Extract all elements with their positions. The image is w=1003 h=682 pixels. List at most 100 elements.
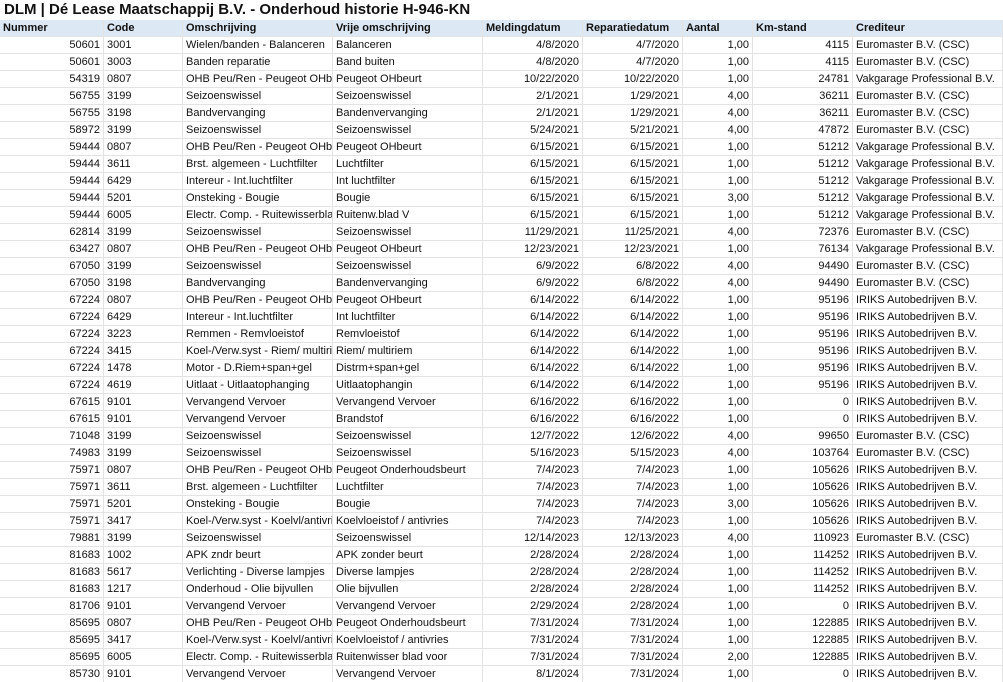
table-cell: 3417 <box>104 513 183 529</box>
table-cell: 6/15/2021 <box>483 207 583 223</box>
table-cell: IRIKS Autobedrijven B.V. <box>853 462 1003 478</box>
table-cell: 6/15/2021 <box>583 156 683 172</box>
table-cell: 6/15/2021 <box>583 190 683 206</box>
table-cell: Onderhoud - Olie bijvullen <box>183 581 333 597</box>
table-cell: 4/8/2020 <box>483 37 583 53</box>
table-cell: 3199 <box>104 258 183 274</box>
table-cell: IRIKS Autobedrijven B.V. <box>853 598 1003 614</box>
table-cell: Int luchtfilter <box>333 173 483 189</box>
table-cell: 51212 <box>753 190 853 206</box>
table-cell: Onsteking - Bougie <box>183 190 333 206</box>
table-cell: IRIKS Autobedrijven B.V. <box>853 581 1003 597</box>
table-row: 67615 9101 Vervangend Vervoer Brandstof 6/16… <box>0 411 1003 428</box>
table-row: 75971 5201 Onsteking - Bougie Bougie 7/4/202… <box>0 496 1003 513</box>
table-cell: IRIKS Autobedrijven B.V. <box>853 309 1003 325</box>
table-cell: 75971 <box>0 513 104 529</box>
table-cell: 6/14/2022 <box>583 309 683 325</box>
table-cell: Seizoenswissel <box>333 445 483 461</box>
table-cell: 4115 <box>753 37 853 53</box>
table-cell: 5617 <box>104 564 183 580</box>
table-cell: Wielen/banden - Balanceren <box>183 37 333 53</box>
table-cell: 95196 <box>753 309 853 325</box>
table-cell: Motor - D.Riem+span+gel <box>183 360 333 376</box>
table-cell: Koel-/Verw.syst - Koelvl/antivri <box>183 513 333 529</box>
table-cell: 3417 <box>104 632 183 648</box>
table-cell: 2,00 <box>683 649 753 665</box>
table-row: 75971 3417 Koel-/Verw.syst - Koelvl/antivr… <box>0 513 1003 530</box>
table-cell: Bandvervanging <box>183 105 333 121</box>
table-cell: Bougie <box>333 190 483 206</box>
table-cell: Seizoenswissel <box>183 530 333 546</box>
table-cell: 67050 <box>0 275 104 291</box>
table-cell: Vakgarage Professional B.V. <box>853 207 1003 223</box>
table-cell: 6/14/2022 <box>483 377 583 393</box>
table-cell: Peugeot OHbeurt <box>333 139 483 155</box>
table-cell: 1217 <box>104 581 183 597</box>
table-row: 58972 3199 Seizoenswissel Seizoenswissel 5/2… <box>0 122 1003 139</box>
table-cell: Seizoenswissel <box>333 258 483 274</box>
table-cell: 0807 <box>104 71 183 87</box>
table-cell: Euromaster B.V. (CSC) <box>853 122 1003 138</box>
table-cell: 6/14/2022 <box>483 309 583 325</box>
table-cell: Seizoenswissel <box>333 88 483 104</box>
table-cell: 1,00 <box>683 462 753 478</box>
header-row: Nummer Code Omschrijving Vrije omschrijving… <box>0 20 1003 37</box>
table-cell: 7/4/2023 <box>583 479 683 495</box>
table-cell: 51212 <box>753 207 853 223</box>
table-cell: 1,00 <box>683 394 753 410</box>
table-cell: 6/15/2021 <box>583 173 683 189</box>
column-header: Nummer <box>0 20 104 36</box>
table-cell: 67224 <box>0 292 104 308</box>
table-cell: 62814 <box>0 224 104 240</box>
table-cell: Vakgarage Professional B.V. <box>853 241 1003 257</box>
table-cell: 7/31/2024 <box>583 632 683 648</box>
table-cell: 24781 <box>753 71 853 87</box>
table-cell: 51212 <box>753 139 853 155</box>
table-cell: 4/7/2020 <box>583 37 683 53</box>
table-cell: Peugeot OHbeurt <box>333 292 483 308</box>
table-cell: IRIKS Autobedrijven B.V. <box>853 479 1003 495</box>
table-cell: 105626 <box>753 479 853 495</box>
table-cell: 114252 <box>753 547 853 563</box>
table-cell: Uitlaatophangin <box>333 377 483 393</box>
table-cell: 5/15/2023 <box>583 445 683 461</box>
table-cell: Koel-/Verw.syst - Riem/ multiri <box>183 343 333 359</box>
table-row: 67224 0807 OHB Peu/Ren - Peugeot OHbe Peuge… <box>0 292 1003 309</box>
table-cell: Seizoenswissel <box>183 428 333 444</box>
table-cell: 122885 <box>753 649 853 665</box>
table-cell: 6/14/2022 <box>583 326 683 342</box>
table-cell: Verlichting - Diverse lampjes <box>183 564 333 580</box>
table-row: 74983 3199 Seizoenswissel Seizoenswissel 5/1… <box>0 445 1003 462</box>
table-cell: 4,00 <box>683 224 753 240</box>
table-cell: 2/28/2024 <box>583 581 683 597</box>
table-cell: 6/15/2021 <box>483 173 583 189</box>
table-cell: 81683 <box>0 564 104 580</box>
table-cell: 6/16/2022 <box>483 411 583 427</box>
table-cell: Euromaster B.V. (CSC) <box>853 445 1003 461</box>
table-cell: 67615 <box>0 411 104 427</box>
table-cell: 56755 <box>0 88 104 104</box>
table-row: 67050 3199 Seizoenswissel Seizoenswissel 6/9… <box>0 258 1003 275</box>
table-cell: IRIKS Autobedrijven B.V. <box>853 496 1003 512</box>
table-cell: Diverse lampjes <box>333 564 483 580</box>
table-row: 59444 3611 Brst. algemeen - Luchtfilter Luc… <box>0 156 1003 173</box>
table-cell: OHB Peu/Ren - Peugeot OHbe <box>183 139 333 155</box>
table-cell: 1,00 <box>683 632 753 648</box>
table-cell: 95196 <box>753 343 853 359</box>
table-cell: Koelvloeistof / antivries <box>333 513 483 529</box>
table-row: 81706 9101 Vervangend Vervoer Vervangend Ve… <box>0 598 1003 615</box>
table-cell: 5/21/2021 <box>583 122 683 138</box>
table-cell: 63427 <box>0 241 104 257</box>
table-cell: Vakgarage Professional B.V. <box>853 71 1003 87</box>
table-cell: 75971 <box>0 496 104 512</box>
table-row: 63427 0807 OHB Peu/Ren - Peugeot OHbe Peuge… <box>0 241 1003 258</box>
table-cell: 1,00 <box>683 292 753 308</box>
table-cell: 12/7/2022 <box>483 428 583 444</box>
table-cell: IRIKS Autobedrijven B.V. <box>853 411 1003 427</box>
table-row: 50601 3001 Wielen/banden - Balanceren Balan… <box>0 37 1003 54</box>
table-cell: Remvloeistof <box>333 326 483 342</box>
table-row: 56755 3198 Bandvervanging Bandenvervanging 2… <box>0 105 1003 122</box>
table-cell: 2/28/2024 <box>583 598 683 614</box>
table-cell: Remmen - Remvloeistof <box>183 326 333 342</box>
table-cell: 7/4/2023 <box>483 496 583 512</box>
